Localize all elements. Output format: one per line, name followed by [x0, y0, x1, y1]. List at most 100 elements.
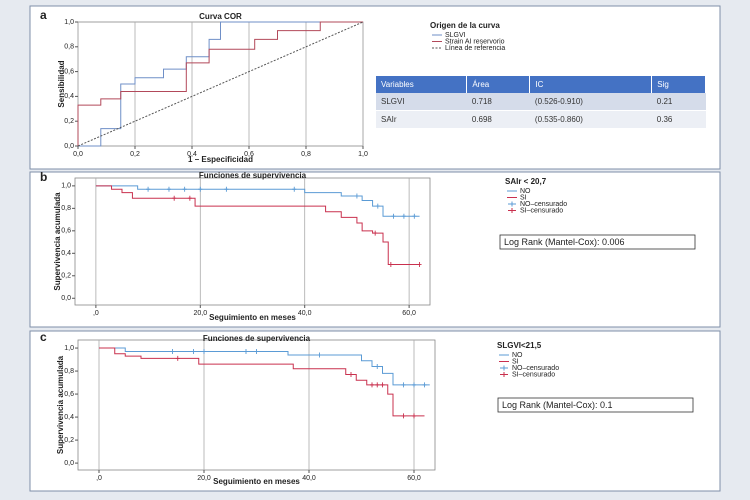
censor-mark	[412, 413, 416, 419]
censor-mark	[370, 382, 374, 388]
censor-mark	[375, 203, 380, 209]
y-tick-label: 0,6	[64, 68, 74, 75]
annotation-box	[497, 397, 694, 413]
x-tick-label: 60,0	[402, 310, 416, 317]
y-tick-label: 0,6	[61, 228, 71, 235]
censor-mark	[146, 186, 151, 192]
y-tick-label: 0,8	[61, 205, 71, 212]
legend-label: NO–censurado	[512, 365, 559, 372]
series-line	[99, 347, 425, 417]
x-tick-label: 1,0	[358, 151, 368, 158]
censor-mark	[412, 213, 417, 219]
legend-marker	[500, 372, 508, 377]
censor-mark	[401, 382, 406, 388]
y-tick-label: 0,8	[64, 368, 74, 375]
censor-mark	[401, 413, 406, 419]
y-tick-label: 0,6	[64, 391, 74, 398]
censor-mark	[412, 382, 416, 388]
censor-mark	[198, 186, 203, 192]
censor-mark	[175, 355, 180, 361]
censor-mark	[401, 213, 406, 219]
x-tick-label: ,0	[93, 310, 99, 317]
censor-mark	[354, 193, 359, 199]
y-axis-label: Sensibilidad	[57, 60, 66, 107]
censor-mark	[388, 262, 393, 268]
stats-table: Variables Área IC Sig SLGVI 0.718 (0.526…	[376, 76, 706, 129]
y-tick-label: 0,0	[64, 143, 74, 150]
legend-label: SI	[520, 194, 527, 201]
annotation-box	[499, 234, 696, 250]
y-tick-label: 0,2	[64, 118, 74, 125]
x-tick-label: 20,0	[197, 475, 211, 482]
x-tick-label: ,0	[96, 475, 102, 482]
series-line	[99, 347, 430, 386]
header-cell: Sig	[651, 76, 706, 93]
legend-label: NO	[520, 188, 531, 195]
y-tick-label: 0,0	[61, 295, 71, 302]
y-axis-label: Supervivencia acumulada	[56, 355, 65, 454]
cell: SLGVI	[376, 93, 467, 111]
cell: 0.36	[651, 110, 706, 129]
panel-label: a	[40, 8, 47, 22]
x-axis-label: Seguimiento en meses	[209, 313, 296, 322]
panel-label: c	[40, 330, 47, 344]
cell: (0.535-0.860)	[529, 110, 652, 129]
cell: SAIr	[376, 110, 467, 129]
legend-title: SAIr < 20,7	[505, 177, 547, 186]
legend-label: SI–censurado	[520, 207, 563, 214]
cell: 0.698	[466, 110, 530, 129]
censor-mark	[202, 349, 206, 355]
y-tick-label: 1,0	[64, 345, 74, 352]
cell: (0.526-0.910)	[529, 93, 652, 111]
cell: 0.718	[466, 93, 530, 111]
censor-mark	[166, 186, 171, 192]
chart-title: Curva COR	[199, 12, 242, 21]
series-line	[78, 21, 363, 147]
legend-label: Línea de referencia	[445, 45, 505, 52]
censor-mark	[244, 349, 248, 355]
header-cell: Área	[466, 76, 531, 93]
header-cell: IC	[529, 76, 653, 93]
censor-mark	[380, 382, 385, 388]
censor-mark	[375, 363, 380, 369]
legend-label: SI	[512, 358, 519, 365]
chart-title: Funciones de supervivencia	[203, 334, 311, 343]
censor-mark	[422, 382, 427, 388]
legend-title: Origen de la curva	[430, 21, 500, 30]
x-tick-label: 0,4	[187, 151, 197, 158]
plot-area	[74, 177, 431, 306]
y-tick-label: 1,0	[61, 183, 71, 190]
x-tick-label: 0,0	[73, 151, 83, 158]
legend-title: SLGVI<21,5	[497, 341, 542, 350]
legend-marker	[508, 208, 516, 213]
x-axis-label: 1 – Especificidad	[188, 155, 253, 164]
header-cell: Variables	[376, 76, 468, 93]
y-tick-label: 0,4	[61, 250, 71, 257]
legend-label: Strain AI reservorio	[445, 38, 505, 45]
censor-mark	[191, 349, 196, 355]
censor-mark	[373, 230, 378, 236]
panel-label: b	[40, 170, 47, 184]
cell: 0.21	[651, 93, 706, 111]
x-tick-label: 40,0	[298, 310, 312, 317]
x-tick-label: 0,2	[130, 151, 140, 158]
y-tick-label: 0,4	[64, 414, 74, 421]
table-row: SAIr 0.698 (0.535-0.860) 0.36	[376, 110, 706, 129]
legend-marker	[500, 365, 508, 371]
x-tick-label: 60,0	[407, 475, 421, 482]
series-line	[95, 185, 420, 217]
censor-mark	[417, 262, 422, 268]
legend-label: SI–censurado	[512, 371, 555, 378]
y-tick-label: 0,4	[64, 93, 74, 100]
censor-mark	[391, 213, 396, 219]
annotation: Log Rank (Mantel-Cox): 0.1	[502, 400, 613, 410]
y-tick-label: 0,8	[64, 44, 74, 51]
censor-mark	[317, 352, 322, 358]
censor-mark	[182, 186, 187, 192]
y-axis-label: Supervivencia acumulada	[53, 192, 62, 291]
legend-label: NO	[512, 352, 523, 359]
censor-mark	[349, 372, 353, 378]
series-line	[77, 21, 363, 146]
series-line	[77, 21, 364, 147]
